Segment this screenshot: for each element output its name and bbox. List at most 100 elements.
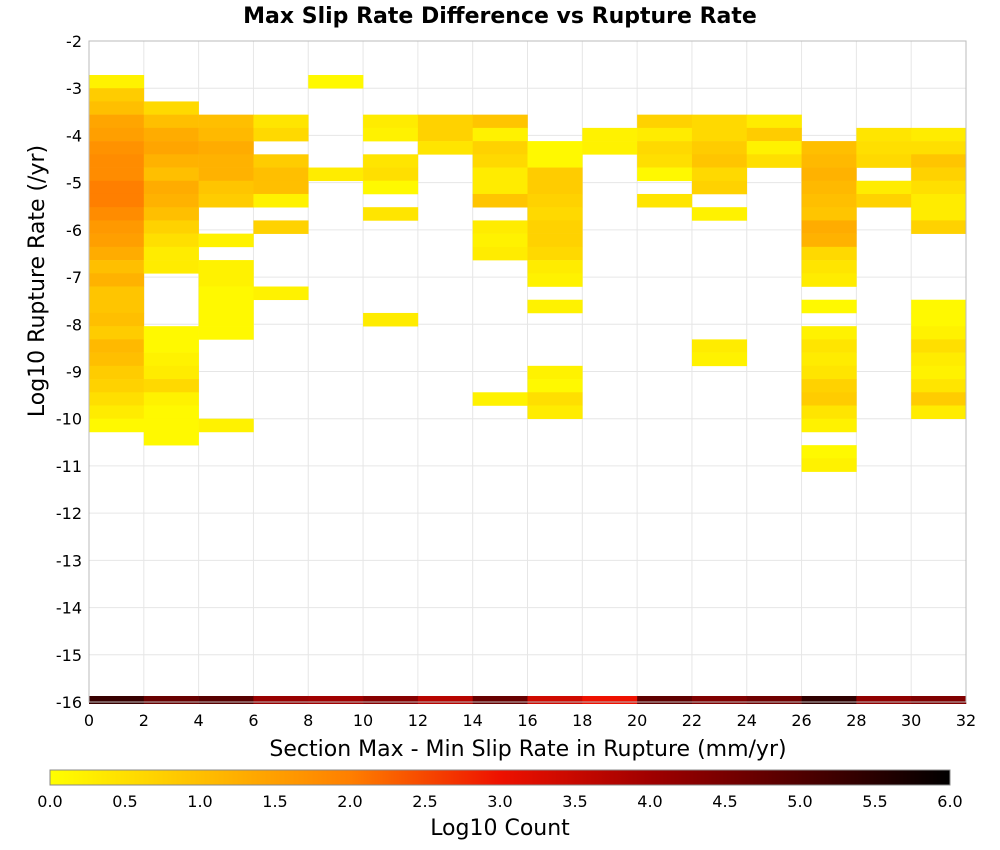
heatmap-cell: [691, 114, 748, 129]
heatmap-cell: [801, 458, 857, 472]
heatmap-cell: [691, 352, 748, 367]
heatmap-cell: [911, 167, 967, 182]
heatmap-cell: [472, 193, 528, 208]
heatmap-cell: [801, 233, 857, 248]
y-tick-label: -14: [56, 599, 82, 618]
heatmap-cell: [89, 180, 145, 195]
heatmap-cell: [198, 167, 254, 182]
heatmap-cell: [198, 233, 254, 248]
heatmap-cell: [472, 167, 528, 182]
heatmap-cell: [363, 127, 419, 142]
heatmap-cell: [198, 286, 254, 301]
heatmap-cell: [801, 220, 857, 234]
heatmap-cell: [89, 326, 145, 340]
heatmap-cell: [363, 312, 419, 327]
colorbar-tick-label: 3.0: [487, 792, 512, 811]
x-tick-label: 18: [572, 711, 592, 730]
heatmap-cell: [143, 220, 199, 234]
heatmap-cell: [143, 233, 199, 248]
heatmap-cell: [637, 154, 693, 168]
heatmap-cell: [417, 114, 473, 129]
heatmap-cell: [472, 114, 528, 129]
bottom-band-cell: [527, 696, 583, 704]
heatmap-cell: [527, 167, 583, 182]
colorbar-tick-label: 4.0: [637, 792, 662, 811]
heatmap-cell: [417, 141, 473, 155]
heatmap-cell: [527, 405, 583, 420]
heatmap-cell: [637, 193, 693, 208]
heatmap-cell: [527, 260, 583, 274]
x-tick-label: 10: [353, 711, 373, 730]
heatmap-cell: [801, 167, 857, 182]
colorbar-tick-label: 1.0: [187, 792, 212, 811]
heatmap-cell: [89, 246, 145, 261]
heatmap-cell: [253, 220, 309, 234]
colorbar-tick-label: 2.5: [412, 792, 437, 811]
heatmap-cell: [253, 193, 309, 208]
y-tick-label: -9: [66, 363, 82, 382]
heatmap-cell: [143, 418, 199, 433]
y-tick-label: -3: [66, 79, 82, 98]
colorbar: [49, 769, 951, 786]
heatmap-cell: [911, 352, 967, 367]
colorbar-tick-label: 0.0: [37, 792, 62, 811]
heatmap-cell: [911, 220, 967, 234]
x-tick-label: 12: [408, 711, 428, 730]
heatmap-cell: [472, 392, 528, 406]
heatmap-cell: [253, 154, 309, 168]
y-tick-label: -5: [66, 174, 82, 193]
heatmap-cell: [801, 445, 857, 459]
heatmap-cell: [363, 114, 419, 129]
heatmap-cell: [801, 352, 857, 367]
y-tick-label: -15: [56, 646, 82, 665]
heatmap-cell: [89, 220, 145, 234]
heatmap-cell: [637, 114, 693, 129]
y-tick-label: -16: [56, 693, 82, 712]
x-tick-label: 4: [194, 711, 204, 730]
colorbar-tick-label: 2.0: [337, 792, 362, 811]
heatmap-cell: [89, 127, 145, 142]
heatmap-cell: [691, 180, 748, 195]
heatmap-cell: [143, 101, 199, 115]
heatmap-cell: [143, 260, 199, 274]
heatmap-cell: [198, 180, 254, 195]
x-tick-label: 14: [463, 711, 483, 730]
x-tick-label: 6: [248, 711, 258, 730]
heatmap-cell: [89, 273, 145, 287]
bottom-band-cell: [143, 696, 199, 704]
heatmap-cell: [89, 299, 145, 314]
y-tick-labels: -2 -3 -4 -5 -6 -7 -8 -9 -10 -11 -12 -13 -14 -15 -16: [56, 32, 82, 712]
heatmap-cell: [89, 286, 145, 301]
y-tick-label: -10: [56, 410, 82, 429]
x-tick-label: 8: [303, 711, 313, 730]
heatmap-cell: [143, 193, 199, 208]
heatmap-cell: [253, 286, 309, 301]
heatmap-cell: [143, 339, 199, 353]
heatmap-cell: [363, 207, 419, 221]
heatmap-cell: [143, 365, 199, 380]
heatmap-cell: [89, 418, 145, 433]
heatmap-cell: [472, 233, 528, 248]
heatmap-cell: [198, 127, 254, 142]
heatmap-cell: [582, 127, 638, 142]
heatmap-cell: [911, 405, 967, 420]
heatmap-cell: [527, 392, 583, 406]
heatmap-cell: [527, 193, 583, 208]
heatmap-cell: [89, 379, 145, 393]
heatmap-cell: [143, 326, 199, 340]
y-tick-label: -13: [56, 551, 82, 570]
heatmap-cell: [253, 167, 309, 182]
heatmap-cell: [472, 141, 528, 155]
heatmap-cell: [143, 405, 199, 420]
heatmap-cell: [143, 167, 199, 182]
x-tick-label: 16: [517, 711, 537, 730]
heatmap-cell: [89, 154, 145, 168]
heatmap-cell: [89, 207, 145, 221]
heatmap-cell: [363, 167, 419, 182]
bottom-band-cell: [198, 696, 254, 704]
colorbar-tick-label: 0.5: [112, 792, 137, 811]
heatmap-cell: [637, 141, 693, 155]
heatmap-cell: [911, 392, 967, 406]
heatmap-cell: [911, 193, 967, 208]
heatmap-cell: [801, 299, 857, 314]
